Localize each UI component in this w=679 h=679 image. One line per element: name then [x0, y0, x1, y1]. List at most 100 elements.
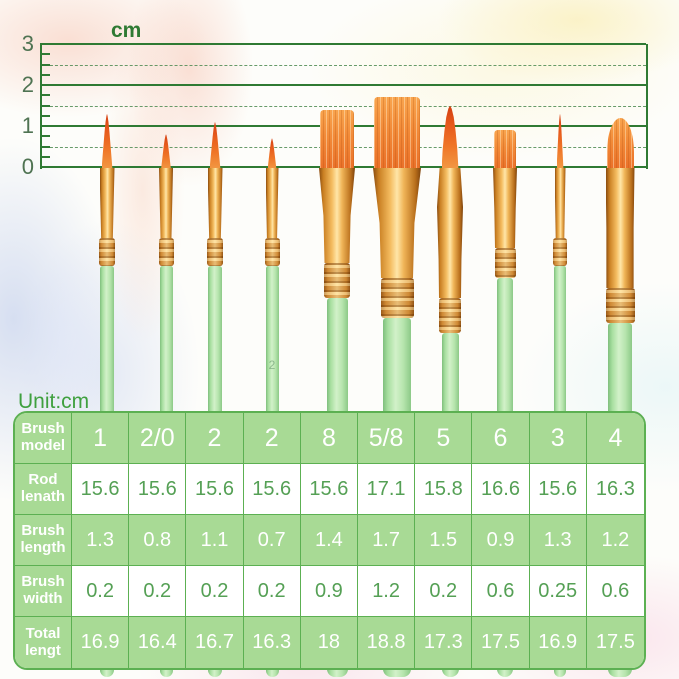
ruler-minor-tick — [41, 53, 50, 56]
table-cell: 17.1 — [358, 464, 416, 515]
table-cell: 15.6 — [529, 464, 587, 515]
table-cell: 1.2 — [358, 566, 416, 617]
table-cell: 16.9 — [529, 617, 587, 668]
table-cell: 1.4 — [300, 515, 358, 566]
table-cell: 16.3 — [586, 464, 644, 515]
ruler-gridline-2 — [40, 84, 646, 86]
table-unit-note: Unit:cm — [18, 390, 90, 413]
brush-ferrule-crimp — [324, 263, 350, 298]
brush-bristles — [556, 113, 564, 170]
brush-bristles — [441, 105, 459, 170]
table-cell: 16.6 — [472, 464, 530, 515]
ruler-dashed-gridline — [40, 105, 646, 107]
ruler-minor-tick — [41, 114, 50, 117]
ruler-tick-label-3: 3 — [21, 31, 34, 56]
table-cell: 1.5 — [415, 515, 473, 566]
table-cell: 15.6 — [243, 464, 301, 515]
brush-ferrule — [437, 168, 463, 298]
table-cell: 17.3 — [415, 617, 473, 668]
ruler-minor-tick — [41, 135, 50, 138]
table-cell: 2/0 — [129, 413, 187, 464]
table-cell: 5 — [415, 413, 473, 464]
table-cell: 0.6 — [586, 566, 644, 617]
brush-ferrule-crimp — [553, 238, 567, 266]
table-cell: 1.3 — [72, 515, 130, 566]
brush-ferrule-crimp — [380, 278, 414, 318]
table-cell: 2 — [186, 413, 244, 464]
brush-bristles — [606, 117, 634, 170]
table-cell: 16.9 — [72, 617, 130, 668]
table-cell: 18 — [300, 617, 358, 668]
ruler-axis-line — [40, 44, 42, 169]
brush-ferrule — [207, 168, 223, 238]
brush-bristles — [161, 134, 171, 170]
brush-ferrule-crimp — [264, 238, 280, 266]
table-cell: 0.25 — [529, 566, 587, 617]
brush-ferrule-crimp — [494, 248, 516, 278]
brush-ferrule — [373, 168, 421, 278]
table-cell: 1.2 — [586, 515, 644, 566]
table-cell: 15.6 — [300, 464, 358, 515]
table-cell: 0.6 — [472, 566, 530, 617]
table-cell: 6 — [472, 413, 530, 464]
table-cell: 1 — [72, 413, 130, 464]
table-cell: 15.6 — [72, 464, 130, 515]
brush-ferrule-crimp — [605, 288, 635, 323]
ruler-right-border — [646, 44, 648, 169]
row-header-total-lengt: Total lengt — [15, 617, 72, 668]
ruler-minor-tick — [41, 155, 50, 158]
table-cell: 1.3 — [529, 515, 587, 566]
brush-bristles — [494, 130, 516, 170]
brush-spec-table: Brush model 1 2/0 2 2 8 5/8 5 6 3 4 Rod lenath 15.6 1… — [13, 411, 646, 670]
table-cell: 1.7 — [358, 515, 416, 566]
table-cell: 0.7 — [243, 515, 301, 566]
ruler-tick-label-1: 1 — [21, 113, 34, 138]
ruler-minor-tick — [41, 145, 50, 148]
ruler-tick-label-0: 0 — [21, 154, 34, 179]
brush-ferrule — [554, 168, 566, 238]
brush-ferrule-crimp — [207, 238, 223, 266]
ruler-minor-tick — [41, 94, 50, 97]
brush-ferrule — [99, 168, 115, 238]
row-header-brush-length: Brush length — [15, 515, 72, 566]
table-cell: 15.6 — [129, 464, 187, 515]
brush-handle-size-mark: 2 — [268, 358, 276, 372]
brush-ferrule-crimp — [99, 238, 115, 266]
row-header-rod-lenath: Rod lenath — [15, 464, 72, 515]
brush-ferrule — [159, 168, 173, 238]
table-cell: 5/8 — [358, 413, 416, 464]
table-cell: 0.8 — [129, 515, 187, 566]
table-cell: 0.2 — [415, 566, 473, 617]
brush-ferrule — [605, 168, 635, 288]
table-cell: 0.2 — [72, 566, 130, 617]
table-cell: 16.7 — [186, 617, 244, 668]
table-cell: 17.5 — [586, 617, 644, 668]
table-cell: 0.2 — [186, 566, 244, 617]
brush-ferrule-crimp — [439, 298, 461, 333]
table-cell: 4 — [586, 413, 644, 464]
brush-ferrule — [265, 168, 279, 238]
brush-bristles — [209, 121, 221, 170]
table-cell: 18.8 — [358, 617, 416, 668]
ruler-minor-tick — [41, 73, 50, 76]
ruler-tick-label-2: 2 — [21, 72, 34, 97]
table-cell: 17.5 — [472, 617, 530, 668]
table-cell: 0.2 — [129, 566, 187, 617]
ruler-gridline-3 — [40, 43, 646, 45]
brush-ferrule — [493, 168, 517, 248]
table-cell: 0.2 — [243, 566, 301, 617]
table-cell: 2 — [243, 413, 301, 464]
table-cell: 16.3 — [243, 617, 301, 668]
ruler-unit-label: cm — [111, 19, 142, 42]
brush-ferrule-crimp — [158, 238, 174, 266]
table-cell: 1.1 — [186, 515, 244, 566]
table-cell: 15.6 — [186, 464, 244, 515]
brush-bristles — [320, 109, 354, 170]
brush-bristles — [374, 97, 420, 170]
row-header-brush-model: Brush model — [15, 413, 72, 464]
brush-ferrule — [319, 168, 355, 263]
row-header-brush-width: Brush width — [15, 566, 72, 617]
table-cell: 16.4 — [129, 617, 187, 668]
table-cell: 8 — [300, 413, 358, 464]
